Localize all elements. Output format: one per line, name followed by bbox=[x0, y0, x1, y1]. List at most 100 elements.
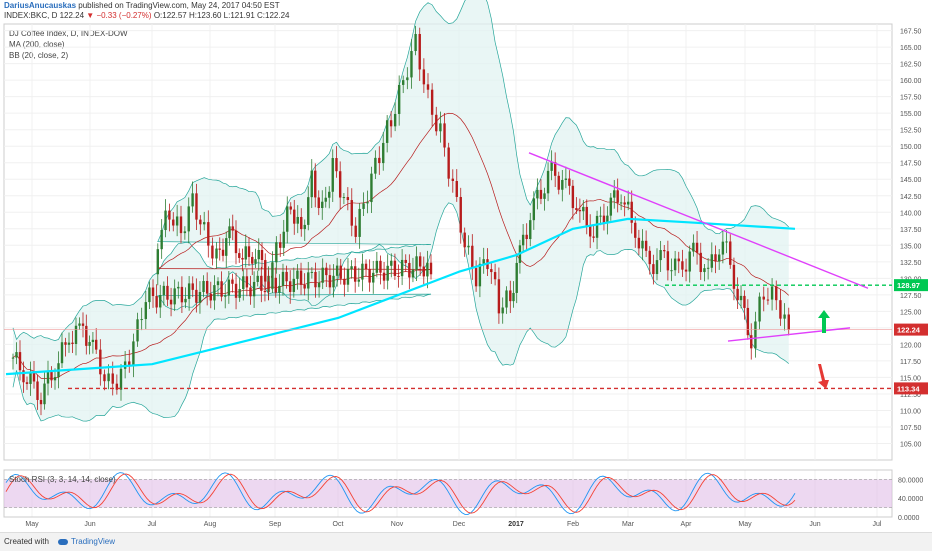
change-down-icon: ▼ bbox=[86, 11, 95, 20]
candle-up bbox=[164, 210, 167, 231]
trendline-lower bbox=[727, 327, 851, 342]
candle-up bbox=[286, 206, 289, 232]
candle-down bbox=[474, 268, 478, 287]
candle-up bbox=[532, 198, 536, 221]
candle-up bbox=[136, 319, 139, 342]
candle-up bbox=[758, 296, 761, 322]
candle-down bbox=[714, 254, 717, 262]
candle-down bbox=[652, 264, 655, 275]
candle-down bbox=[681, 261, 684, 270]
candle-up bbox=[619, 202, 623, 204]
tradingview-logo-icon bbox=[58, 538, 68, 545]
candle-up bbox=[278, 285, 281, 293]
candle-up bbox=[183, 231, 187, 234]
candle-down bbox=[762, 296, 765, 300]
candle-up bbox=[29, 372, 32, 384]
tradingview-brand: TradingView bbox=[71, 537, 116, 546]
ma200-line bbox=[5, 217, 796, 376]
candle-down bbox=[509, 290, 512, 302]
candle-up bbox=[144, 302, 147, 320]
candle-down bbox=[168, 210, 171, 220]
candle-up bbox=[770, 286, 774, 300]
candle-up bbox=[739, 295, 743, 301]
y-tick-label: 127.50 bbox=[900, 293, 922, 300]
x-tick-label: Sep bbox=[269, 521, 282, 528]
ohlc-text: O:122.57 H:123.60 L:121.91 C:122.24 bbox=[153, 11, 290, 20]
footer-bar: Created with TradingView bbox=[0, 532, 932, 551]
candle-down bbox=[443, 123, 446, 148]
candle-up bbox=[415, 256, 418, 270]
candle-down bbox=[339, 265, 342, 279]
candle-down bbox=[191, 283, 194, 290]
candle-down bbox=[684, 269, 688, 272]
candle-up bbox=[688, 251, 691, 272]
y-tick-label: 155.00 bbox=[900, 111, 922, 118]
candle-up bbox=[521, 234, 525, 246]
x-tick-label: May bbox=[738, 521, 752, 528]
candle-down bbox=[463, 232, 466, 248]
candle-down bbox=[207, 222, 210, 246]
candle-down bbox=[195, 289, 198, 303]
candle-up bbox=[599, 215, 602, 217]
candle-down bbox=[575, 208, 578, 210]
candle-down bbox=[418, 256, 422, 267]
candle-down bbox=[180, 286, 184, 303]
candle-down bbox=[179, 216, 183, 234]
candle-down bbox=[557, 175, 560, 190]
tradingview-link[interactable]: TradingView bbox=[58, 537, 115, 546]
candle-down bbox=[115, 383, 119, 390]
candle-down bbox=[451, 178, 454, 181]
x-tick-label: Nov bbox=[391, 521, 404, 528]
y-tick-label: 120.00 bbox=[900, 342, 922, 349]
candle-down bbox=[25, 382, 29, 384]
author-name[interactable]: DariusAnucauskas bbox=[4, 1, 77, 10]
candle-down bbox=[637, 237, 641, 249]
candle-up bbox=[346, 269, 350, 285]
candle-down bbox=[455, 180, 458, 197]
y-tick-label: 135.00 bbox=[900, 243, 922, 250]
candle-down bbox=[314, 271, 317, 288]
candle-up bbox=[613, 190, 616, 198]
candle-down bbox=[260, 249, 264, 261]
candle-down bbox=[231, 279, 234, 284]
price-chart[interactable]: 167.50 165.00 162.50 160.00 157.50 155.00 152.… bbox=[0, 0, 932, 532]
candle-up bbox=[366, 202, 369, 204]
candle-down bbox=[623, 202, 626, 205]
y-tick-label: 150.00 bbox=[900, 144, 922, 151]
candle-up bbox=[203, 222, 206, 225]
candle-down bbox=[220, 281, 223, 297]
candle-up bbox=[370, 173, 373, 203]
candle-down bbox=[389, 120, 393, 127]
candle-down bbox=[71, 342, 74, 345]
candle-down bbox=[568, 178, 571, 186]
candle-down bbox=[22, 370, 25, 383]
candle-up bbox=[15, 352, 18, 358]
candle-up bbox=[107, 373, 110, 382]
candle-up bbox=[11, 357, 15, 359]
candle-down bbox=[364, 263, 368, 269]
candle-down bbox=[616, 190, 619, 203]
candle-down bbox=[103, 374, 106, 382]
candle-up bbox=[296, 216, 299, 224]
candle-down bbox=[750, 335, 753, 349]
rsi-tick-label: 40.0000 bbox=[898, 496, 923, 503]
candle-down bbox=[317, 197, 320, 209]
candle-down bbox=[314, 170, 317, 198]
candle-up bbox=[655, 260, 659, 275]
candle-down bbox=[695, 242, 699, 253]
candle-down bbox=[285, 271, 288, 282]
candle-down bbox=[50, 371, 53, 381]
candle-up bbox=[244, 246, 247, 260]
candle-up bbox=[159, 295, 162, 308]
candle-down bbox=[588, 225, 592, 237]
candle-down bbox=[293, 209, 296, 224]
candle-down bbox=[169, 299, 173, 305]
candle-up bbox=[706, 267, 710, 269]
y-tick-label: 140.00 bbox=[900, 210, 922, 217]
candle-down bbox=[247, 246, 251, 257]
candle-up bbox=[397, 84, 401, 114]
candle-up bbox=[332, 275, 335, 288]
y-tick-label: 167.50 bbox=[900, 29, 922, 36]
candle-down bbox=[245, 276, 249, 288]
candle-down bbox=[234, 230, 238, 254]
